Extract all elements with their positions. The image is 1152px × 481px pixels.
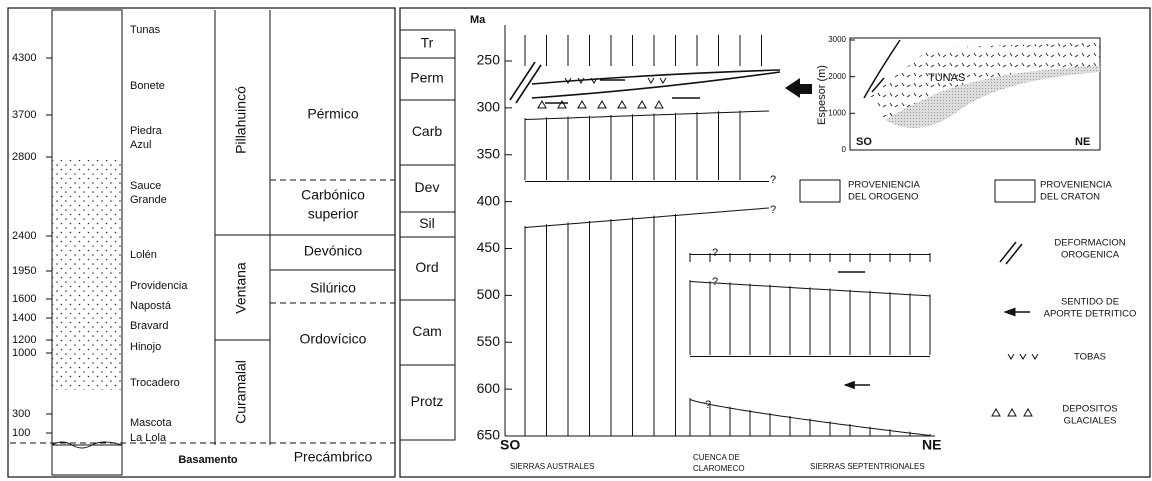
formation-name: Hinojo — [130, 341, 161, 353]
axis-tick-label: 350 — [477, 145, 501, 161]
unconformity — [525, 111, 769, 120]
period-label: Carb — [412, 123, 443, 139]
axis-tick-label: 250 — [477, 52, 501, 68]
basement — [52, 442, 122, 475]
legend-label: SENTIDO DE — [1061, 297, 1119, 308]
thickness-label: 2400 — [12, 230, 36, 242]
figure: 4300370028002400195016001400120010003001… — [0, 0, 1152, 481]
question-mark: ? — [705, 399, 711, 411]
period-label: Protz — [411, 393, 444, 409]
question-mark: ? — [712, 276, 718, 288]
group-name: Ventana — [233, 262, 249, 314]
thickness-label: 1950 — [12, 265, 36, 277]
period-name: Pérmico — [307, 106, 359, 122]
column-sandstone — [52, 160, 122, 390]
period-name: Devónico — [304, 243, 363, 259]
legend-label: PROVENIENCIA — [848, 180, 920, 191]
end-label: NE — [922, 437, 941, 453]
region-label: CLAROMECO — [693, 464, 745, 473]
period-label: Perm — [410, 70, 443, 86]
thickness-label: 4300 — [12, 52, 36, 64]
axis-tick-label: 450 — [477, 239, 501, 255]
inset-axis-label: Espesor (m) — [816, 65, 828, 125]
period-name: Carbónico — [301, 187, 365, 203]
period-label: Tr — [421, 35, 434, 51]
period-boxes — [400, 30, 455, 440]
thickness-label: 300 — [12, 408, 30, 420]
formation-name: Sauce — [130, 180, 161, 192]
end-label: SO — [500, 437, 520, 453]
axis-tick-label: 550 — [477, 333, 501, 349]
thickness-label: 3700 — [12, 109, 36, 121]
legend-label: APORTE DETRITICO — [1044, 309, 1137, 320]
period-name: superior — [308, 206, 359, 222]
axis-unit: Ma — [470, 14, 486, 26]
legend-fault — [1000, 242, 1022, 264]
inset-end: NE — [1075, 136, 1090, 148]
thickness-label: 100 — [12, 427, 30, 439]
group-name: Curamalal — [233, 360, 249, 424]
axis-tick-label: 500 — [477, 286, 501, 302]
period-name: Precámbrico — [294, 449, 373, 465]
permian-lines — [532, 70, 780, 98]
fault-symbol — [510, 62, 541, 103]
legend-tobas — [1008, 354, 1038, 359]
period-name: Ordovícico — [300, 331, 367, 347]
legend-label: DEPOSITOS — [1062, 404, 1117, 415]
thickness-label: 1400 — [12, 312, 36, 324]
axis-tick-label: 600 — [477, 380, 501, 396]
formation-name: Mascota — [130, 417, 172, 429]
inset-tick-label: 3000 — [828, 35, 846, 44]
question-mark: ? — [770, 174, 776, 186]
inset-tick-label: 1000 — [828, 108, 846, 117]
region-label: SIERRAS AUSTRALES — [510, 462, 594, 471]
region-label: SIERRAS SEPTENTRIONALES — [810, 462, 925, 471]
thickness-label: 1000 — [12, 347, 36, 359]
thickness-label: 1600 — [12, 293, 36, 305]
inset-end: SO — [856, 136, 872, 148]
region-label: CUENCA DE — [693, 453, 740, 462]
legend-craton — [995, 180, 1035, 202]
axis-tick-label: 300 — [477, 99, 501, 115]
period-label: Sil — [419, 215, 435, 231]
period-label: Dev — [415, 179, 440, 195]
big-arrow — [785, 78, 812, 98]
formation-name: Bonete — [130, 80, 165, 92]
formation-name: Piedra — [130, 125, 163, 137]
legend-label: DEFORMACION — [1054, 238, 1125, 249]
formation-name: Grande — [130, 194, 167, 206]
period-name: Silúrico — [310, 280, 356, 296]
glacial — [538, 101, 663, 108]
unconformity — [525, 208, 769, 228]
formation-name: La Lola — [130, 432, 167, 444]
inset-tick-label: 0 — [842, 145, 847, 154]
axis-tick-label: 650 — [477, 427, 501, 443]
period-label: Ord — [415, 259, 438, 275]
legend-label: OROGENICA — [1061, 250, 1120, 261]
legend-orogen — [800, 180, 840, 202]
legend-label: DEL OROGENO — [848, 192, 918, 203]
axis-tick-label: 400 — [477, 192, 501, 208]
formation-name: Lolén — [130, 249, 157, 261]
formation-name: Providencia — [130, 280, 188, 292]
group-name: Pillahuincó — [233, 86, 249, 154]
period-label: Cam — [412, 323, 442, 339]
legend-label: DEL CRATON — [1040, 192, 1100, 203]
formation-name: Trocadero — [130, 377, 180, 389]
legend-glacial — [992, 409, 1032, 416]
inset-unit: TUNAS — [928, 72, 965, 84]
formation-name: Napostá — [130, 300, 172, 312]
formation-name: Azul — [130, 139, 151, 151]
inset-tick-label: 2000 — [828, 72, 846, 81]
question-mark: ? — [712, 247, 718, 259]
formation-name: Bravard — [130, 320, 169, 332]
thickness-label: 1200 — [12, 334, 36, 346]
basement-label: Basamento — [178, 454, 238, 466]
legend-label: GLACIALES — [1064, 416, 1117, 427]
question-mark: ? — [770, 204, 776, 216]
legend-label: TOBAS — [1074, 352, 1106, 363]
formation-name: Tunas — [130, 24, 161, 36]
legend-label: PROVENIENCIA — [1040, 180, 1112, 191]
thickness-label: 2800 — [12, 151, 36, 163]
